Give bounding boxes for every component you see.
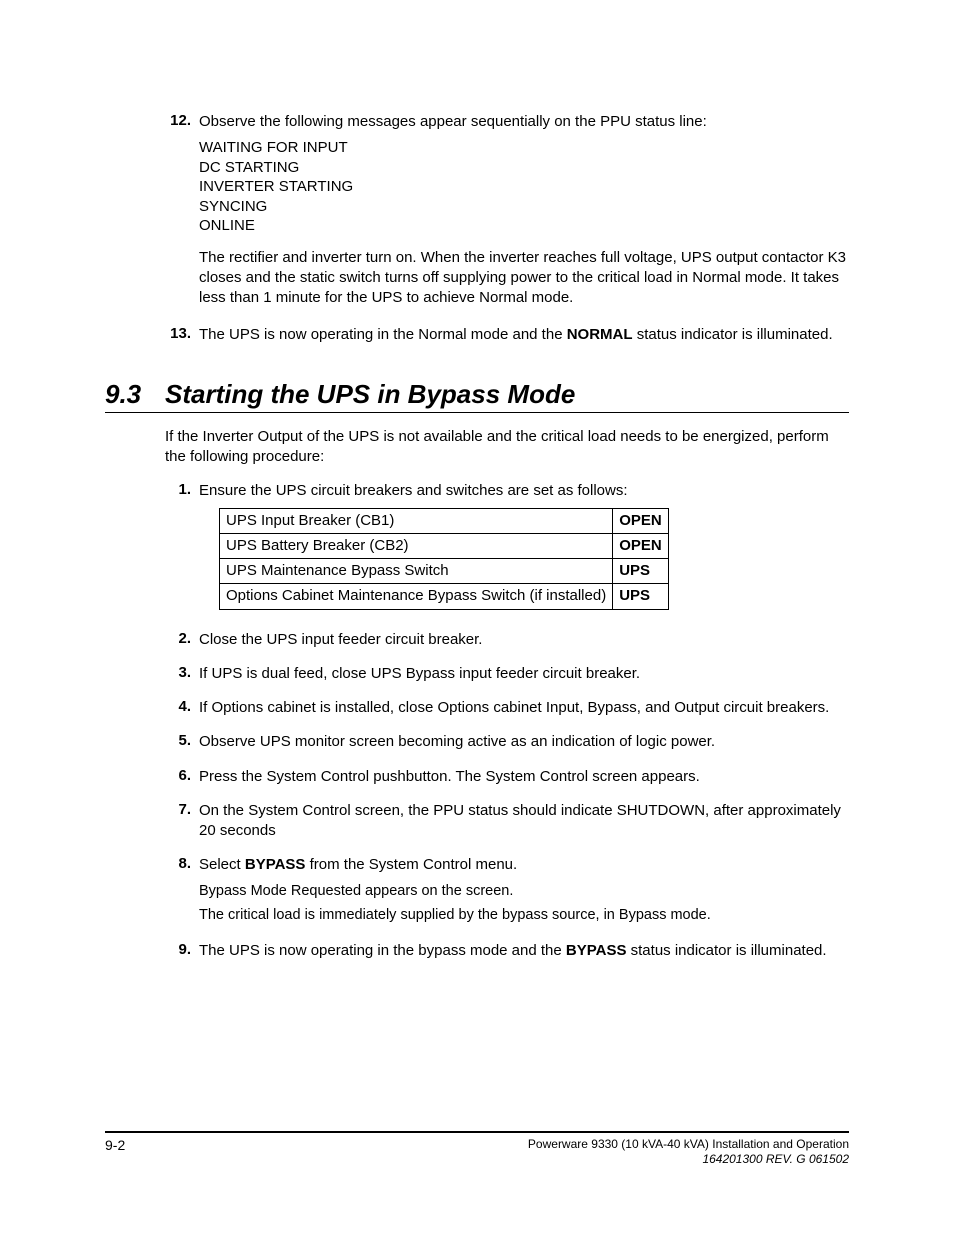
step-b1: 1. Ensure the UPS circuit breakers and s… <box>105 481 849 621</box>
page-footer: 9-2 Powerware 9330 (10 kVA-40 kVA) Insta… <box>105 1131 849 1167</box>
step-b9: 9. The UPS is now operating in the bypas… <box>105 941 849 967</box>
step-note: Bypass Mode Requested appears on the scr… <box>199 882 849 901</box>
status-line: DC STARTING <box>199 158 849 178</box>
step-text: On the System Control screen, the PPU st… <box>199 801 849 842</box>
status-line: ONLINE <box>199 216 849 236</box>
section-number: 9.3 <box>105 379 165 410</box>
step-text: Close the UPS input feeder circuit break… <box>199 630 849 650</box>
step-body: Ensure the UPS circuit breakers and swit… <box>199 481 849 621</box>
step-body: Observe the following messages appear se… <box>199 112 849 315</box>
step-number: 8. <box>165 855 199 931</box>
status-lines: WAITING FOR INPUT DC STARTING INVERTER S… <box>199 138 849 236</box>
step-b4: 4. If Options cabinet is installed, clos… <box>105 698 849 724</box>
step-b6: 6. Press the System Control pushbutton. … <box>105 767 849 793</box>
step-b7: 7. On the System Control screen, the PPU… <box>105 801 849 848</box>
table-row: Options Cabinet Maintenance Bypass Switc… <box>220 584 669 609</box>
status-line: SYNCING <box>199 197 849 217</box>
step-number: 4. <box>165 698 199 724</box>
table-row: UPS Battery Breaker (CB2)OPEN <box>220 533 669 558</box>
section-title: Starting the UPS in Bypass Mode <box>165 379 575 410</box>
step-body: If UPS is dual feed, close UPS Bypass in… <box>199 664 849 690</box>
step-number: 13. <box>165 325 199 351</box>
step-13: 13. The UPS is now operating in the Norm… <box>105 325 849 351</box>
step-number: 7. <box>165 801 199 848</box>
page-number: 9-2 <box>105 1137 125 1153</box>
section-intro: If the Inverter Output of the UPS is not… <box>165 427 849 468</box>
step-b5: 5. Observe UPS monitor screen becoming a… <box>105 732 849 758</box>
step-number: 2. <box>165 630 199 656</box>
step-number: 3. <box>165 664 199 690</box>
step-number: 6. <box>165 767 199 793</box>
step-explain: The rectifier and inverter turn on. When… <box>199 248 849 309</box>
step-body: The UPS is now operating in the Normal m… <box>199 325 849 351</box>
step-body: Press the System Control pushbutton. The… <box>199 767 849 793</box>
step-number: 12. <box>165 112 199 315</box>
step-body: Select BYPASS from the System Control me… <box>199 855 849 931</box>
status-line: INVERTER STARTING <box>199 177 849 197</box>
status-line: WAITING FOR INPUT <box>199 138 849 158</box>
step-text: Press the System Control pushbutton. The… <box>199 767 849 787</box>
step-number: 5. <box>165 732 199 758</box>
step-body: On the System Control screen, the PPU st… <box>199 801 849 848</box>
step-text: If Options cabinet is installed, close O… <box>199 698 849 718</box>
step-text: If UPS is dual feed, close UPS Bypass in… <box>199 664 849 684</box>
step-text: Ensure the UPS circuit breakers and swit… <box>199 481 849 501</box>
step-b3: 3. If UPS is dual feed, close UPS Bypass… <box>105 664 849 690</box>
footer-doc-info: Powerware 9330 (10 kVA-40 kVA) Installat… <box>528 1137 849 1167</box>
step-b8: 8. Select BYPASS from the System Control… <box>105 855 849 931</box>
footer-revision: 164201300 REV. G 061502 <box>528 1152 849 1167</box>
breaker-table: UPS Input Breaker (CB1)OPEN UPS Battery … <box>219 508 669 610</box>
step-number: 9. <box>165 941 199 967</box>
table-row: UPS Maintenance Bypass SwitchUPS <box>220 559 669 584</box>
footer-doc-title: Powerware 9330 (10 kVA-40 kVA) Installat… <box>528 1137 849 1152</box>
step-body: The UPS is now operating in the bypass m… <box>199 941 849 967</box>
step-b2: 2. Close the UPS input feeder circuit br… <box>105 630 849 656</box>
page-content: 12. Observe the following messages appea… <box>105 112 849 967</box>
step-text: Observe UPS monitor screen becoming acti… <box>199 732 849 752</box>
step-text: Select BYPASS from the System Control me… <box>199 855 849 875</box>
step-body: If Options cabinet is installed, close O… <box>199 698 849 724</box>
step-number: 1. <box>165 481 199 621</box>
step-body: Observe UPS monitor screen becoming acti… <box>199 732 849 758</box>
step-note: The critical load is immediately supplie… <box>199 906 849 925</box>
table-row: UPS Input Breaker (CB1)OPEN <box>220 508 669 533</box>
step-12: 12. Observe the following messages appea… <box>105 112 849 315</box>
step-text: The UPS is now operating in the Normal m… <box>199 325 849 345</box>
step-text: Observe the following messages appear se… <box>199 112 849 132</box>
step-text: The UPS is now operating in the bypass m… <box>199 941 849 961</box>
section-header: 9.3 Starting the UPS in Bypass Mode <box>105 379 849 413</box>
step-body: Close the UPS input feeder circuit break… <box>199 630 849 656</box>
